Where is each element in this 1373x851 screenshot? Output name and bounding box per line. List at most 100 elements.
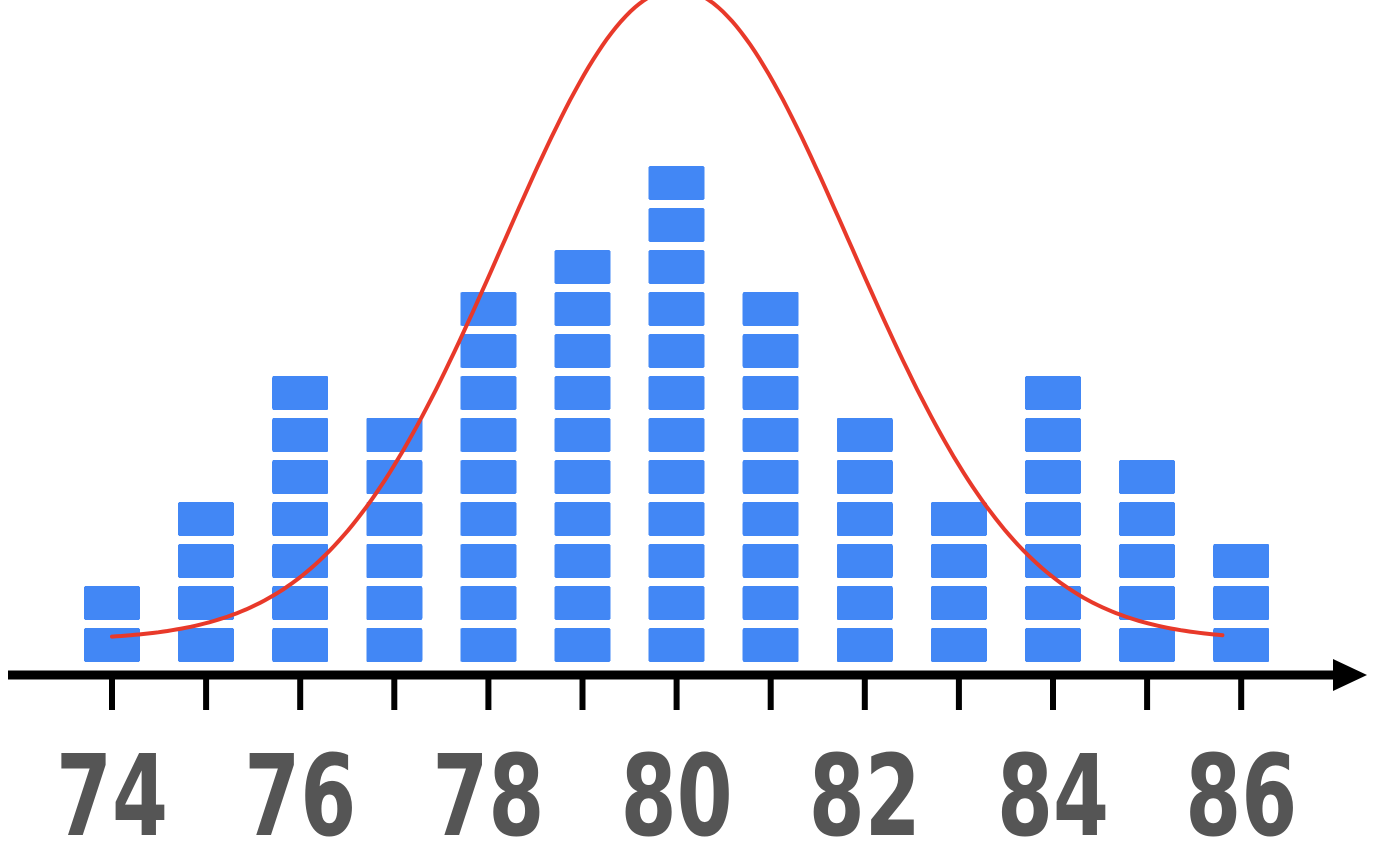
bar-83 <box>930 502 987 662</box>
bar-unit <box>272 460 329 494</box>
bar-unit <box>742 586 799 620</box>
bar-unit <box>178 544 235 578</box>
bar-85 <box>1119 460 1176 662</box>
bar-unit <box>742 292 799 326</box>
x-tick-label: 86 <box>1185 732 1297 851</box>
bar-unit <box>460 418 517 452</box>
x-tick-label: 78 <box>432 732 544 851</box>
bar-81 <box>742 292 799 662</box>
bar-unit <box>742 418 799 452</box>
bar-unit <box>460 292 517 326</box>
bar-unit <box>272 628 329 662</box>
bar-unit <box>460 376 517 410</box>
bar-78 <box>460 292 517 662</box>
bar-74 <box>84 586 140 662</box>
bar-unit <box>742 460 799 494</box>
bar-unit <box>1213 628 1270 662</box>
bar-unit <box>930 586 987 620</box>
bar-86 <box>1213 544 1270 662</box>
bar-unit <box>1213 586 1270 620</box>
bar-unit <box>366 502 423 536</box>
bar-unit <box>272 376 329 410</box>
bar-unit <box>648 502 705 536</box>
bar-unit <box>836 418 893 452</box>
bar-unit <box>836 460 893 494</box>
bar-unit <box>1025 628 1081 662</box>
bar-unit <box>460 460 517 494</box>
bar-unit <box>554 502 611 536</box>
bar-unit <box>742 544 799 578</box>
bar-unit <box>178 502 235 536</box>
bar-82 <box>836 418 893 662</box>
bar-75 <box>178 502 235 662</box>
bar-unit <box>554 250 611 284</box>
bar-unit <box>648 166 705 200</box>
bar-unit <box>272 502 329 536</box>
bar-unit <box>460 628 517 662</box>
bar-unit <box>1025 544 1081 578</box>
bar-unit <box>460 586 517 620</box>
bar-unit <box>648 250 705 284</box>
bar-unit <box>1119 502 1176 536</box>
bar-80 <box>648 166 705 662</box>
bar-unit <box>272 544 329 578</box>
bar-unit <box>836 628 893 662</box>
bar-unit <box>648 334 705 368</box>
bar-unit <box>648 376 705 410</box>
x-tick-label: 82 <box>809 732 921 851</box>
bar-unit <box>178 628 235 662</box>
x-axis <box>8 659 1367 691</box>
bar-unit <box>836 502 893 536</box>
bar-unit <box>648 544 705 578</box>
bar-unit <box>272 418 329 452</box>
bar-unit <box>460 334 517 368</box>
bar-unit <box>1213 544 1270 578</box>
bar-unit <box>1025 418 1081 452</box>
bar-unit <box>836 586 893 620</box>
x-tick-label: 80 <box>621 732 733 851</box>
bar-unit <box>554 544 611 578</box>
bar-unit <box>554 334 611 368</box>
bars-group <box>84 166 1270 662</box>
bar-unit <box>554 376 611 410</box>
bar-unit <box>460 502 517 536</box>
x-axis-arrow <box>1333 659 1367 691</box>
x-tick-label: 74 <box>56 732 168 851</box>
bar-unit <box>554 628 611 662</box>
bar-unit <box>460 544 517 578</box>
bar-unit <box>742 502 799 536</box>
bar-unit <box>1119 586 1176 620</box>
bar-unit <box>742 628 799 662</box>
bar-unit <box>366 544 423 578</box>
bar-unit <box>178 586 235 620</box>
bar-unit <box>554 418 611 452</box>
bar-unit <box>1025 460 1081 494</box>
x-tick-label: 76 <box>244 732 356 851</box>
bar-unit <box>366 628 423 662</box>
bar-unit <box>930 544 987 578</box>
bar-unit <box>930 628 987 662</box>
bar-unit <box>366 586 423 620</box>
bar-unit <box>84 586 140 620</box>
bar-76 <box>272 376 329 662</box>
bar-unit <box>1119 628 1176 662</box>
bar-unit <box>648 628 705 662</box>
bar-unit <box>742 376 799 410</box>
bar-77 <box>366 418 423 662</box>
bar-unit <box>648 460 705 494</box>
bar-unit <box>1119 544 1176 578</box>
x-axis-ticks <box>109 675 1245 710</box>
bar-84 <box>1025 376 1081 662</box>
bar-unit <box>554 292 611 326</box>
bar-unit <box>742 334 799 368</box>
x-tick-label: 84 <box>997 732 1109 851</box>
bar-unit <box>648 292 705 326</box>
bar-79 <box>554 250 611 662</box>
bar-unit <box>648 208 705 242</box>
bar-unit <box>836 544 893 578</box>
bar-unit <box>272 586 329 620</box>
bar-unit <box>1025 502 1081 536</box>
bar-unit <box>554 586 611 620</box>
normal-curve <box>110 0 1225 639</box>
